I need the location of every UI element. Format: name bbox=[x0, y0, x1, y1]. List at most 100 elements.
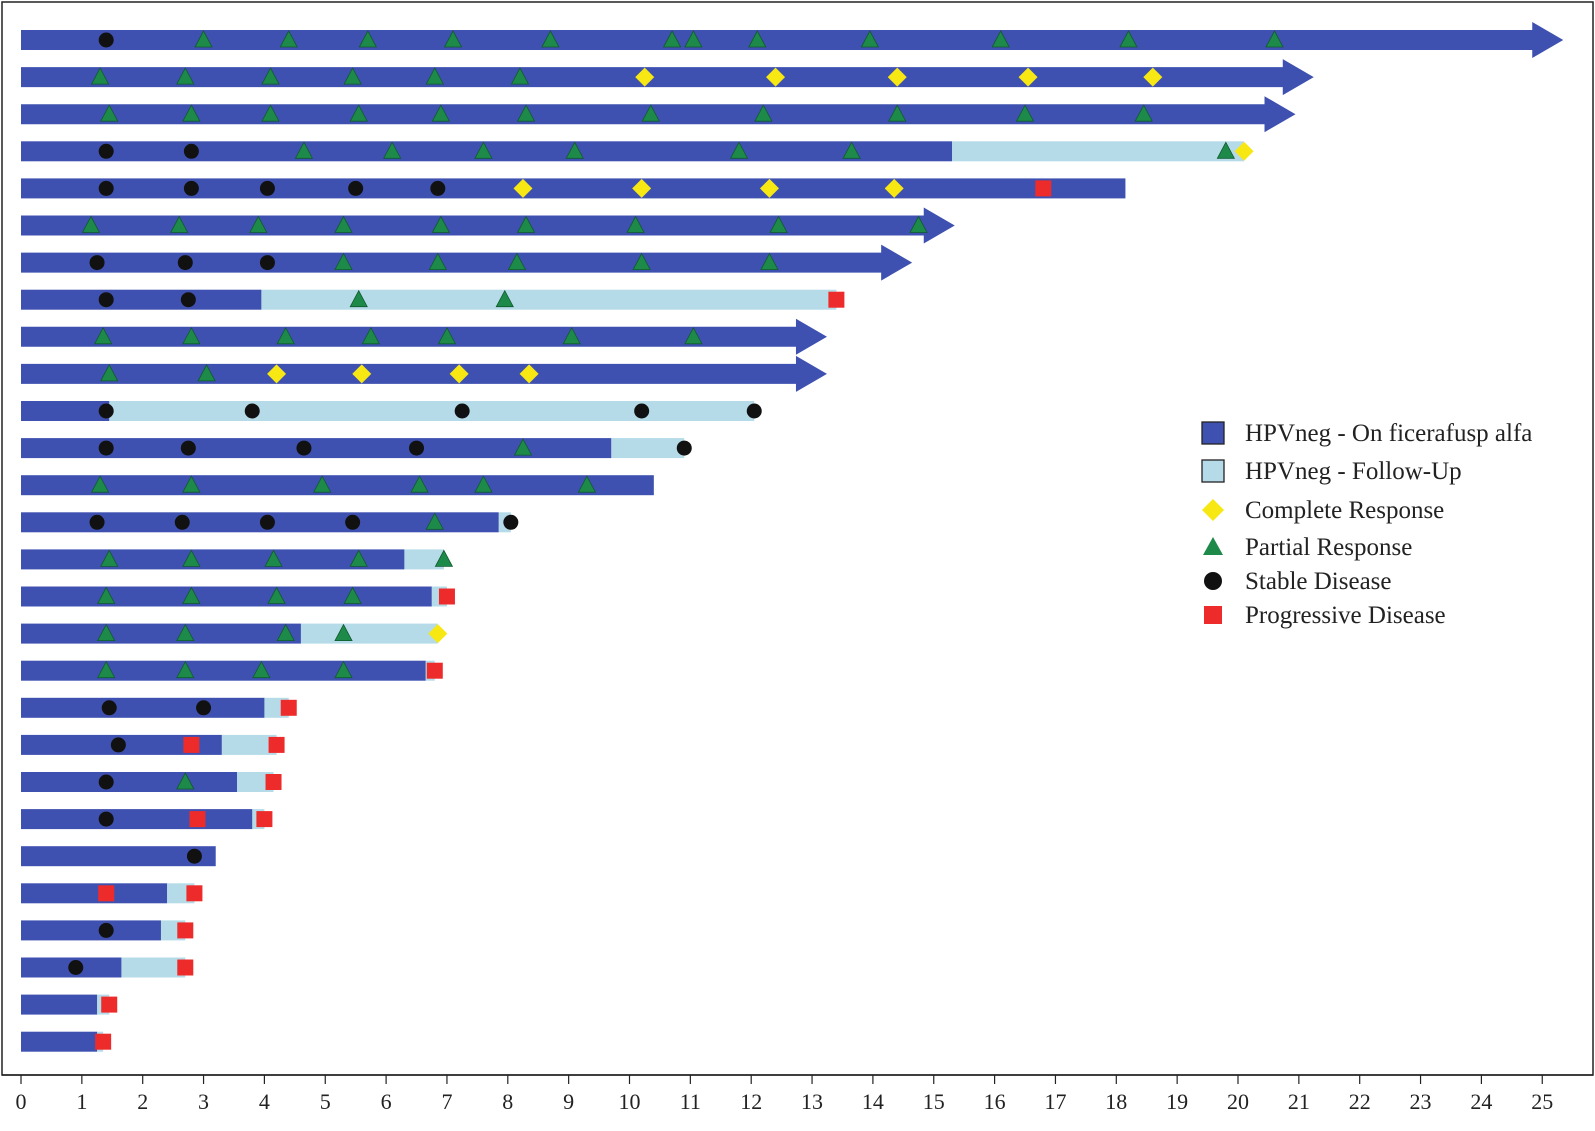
partial-response-marker bbox=[632, 252, 651, 271]
partial-response-marker bbox=[443, 30, 463, 48]
stable-disease-marker bbox=[259, 514, 275, 530]
partial-response-marker bbox=[1119, 30, 1138, 48]
on-treatment-bar bbox=[21, 549, 405, 570]
stable-disease-marker bbox=[183, 180, 199, 196]
on-treatment-bar bbox=[21, 846, 216, 867]
x-tick-label: 12 bbox=[740, 1089, 762, 1114]
patient-lane bbox=[21, 809, 265, 830]
stable-disease-marker bbox=[98, 32, 114, 48]
partial-response-marker bbox=[513, 438, 533, 456]
partial-response-marker bbox=[431, 104, 451, 122]
partial-response-marker bbox=[349, 549, 368, 567]
partial-response-marker bbox=[431, 215, 451, 233]
on-treatment-bar bbox=[21, 994, 98, 1015]
patient-lane bbox=[21, 141, 1245, 162]
partial-response-marker bbox=[97, 586, 116, 604]
partial-response-marker bbox=[1015, 104, 1035, 122]
partial-response-marker bbox=[97, 623, 116, 641]
stable-disease-marker bbox=[409, 440, 425, 456]
partial-response-marker bbox=[264, 549, 283, 567]
partial-response-marker bbox=[562, 326, 581, 345]
x-tick-label: 22 bbox=[1349, 1089, 1371, 1114]
on-treatment-bar bbox=[21, 475, 654, 496]
partial-response-marker bbox=[81, 215, 101, 233]
on-treatment-bar bbox=[21, 920, 161, 941]
legend-item-complete-response: Complete Response bbox=[1202, 497, 1444, 524]
on-treatment-bar bbox=[21, 809, 253, 830]
partial-response-marker bbox=[176, 772, 195, 790]
partial-response-marker bbox=[991, 30, 1010, 48]
partial-response-marker bbox=[729, 141, 749, 159]
progressive-disease-marker bbox=[256, 811, 273, 828]
partial-response-marker bbox=[334, 660, 353, 679]
complete-response-marker bbox=[428, 624, 448, 644]
partial-response-marker bbox=[361, 326, 381, 345]
progressive-disease-marker bbox=[438, 588, 455, 605]
complete-response-marker bbox=[513, 178, 533, 198]
partial-response-marker bbox=[93, 326, 113, 345]
patient-lane bbox=[21, 22, 1564, 58]
on-treatment-bar-ongoing bbox=[21, 244, 913, 281]
complete-response-marker bbox=[1143, 67, 1163, 87]
partial-response-marker bbox=[170, 215, 189, 233]
partial-response-marker bbox=[182, 549, 201, 567]
partial-response-marker bbox=[343, 586, 362, 604]
stable-disease-marker bbox=[348, 180, 364, 196]
patient-lane bbox=[21, 59, 1314, 96]
stable-disease-marker bbox=[259, 255, 275, 271]
partial-response-marker bbox=[507, 252, 527, 271]
x-tick-label: 4 bbox=[259, 1089, 270, 1114]
patient-lane bbox=[21, 697, 289, 718]
partial-response-marker bbox=[261, 67, 280, 85]
stable-disease-marker bbox=[244, 403, 260, 419]
complete-response-marker bbox=[759, 178, 779, 198]
x-tick-label: 10 bbox=[619, 1089, 641, 1114]
patient-lane bbox=[21, 957, 186, 978]
partial-response-marker bbox=[516, 215, 536, 233]
on-treatment-bar bbox=[21, 660, 426, 681]
partial-response-marker bbox=[410, 475, 429, 493]
x-tick-label: 9 bbox=[563, 1089, 574, 1114]
response-markers bbox=[68, 30, 1284, 1050]
patient-lane bbox=[21, 289, 837, 310]
stable-disease-marker bbox=[101, 700, 117, 716]
partial-response-marker bbox=[760, 252, 779, 271]
partial-response-marker bbox=[267, 586, 286, 604]
stable-disease-marker bbox=[186, 848, 202, 864]
x-tick-label: 6 bbox=[381, 1089, 392, 1114]
on-treatment-bar bbox=[21, 697, 265, 718]
follow-up-bar bbox=[300, 623, 438, 644]
x-tick-label: 8 bbox=[502, 1089, 513, 1114]
on-treatment-bar-ongoing bbox=[21, 22, 1564, 58]
partial-response-marker bbox=[261, 104, 280, 122]
partial-response-marker bbox=[641, 104, 660, 122]
legend-item-on-treatment: HPVneg - On ficerafusp alfa bbox=[1201, 420, 1532, 447]
stable-disease-marker bbox=[98, 143, 114, 159]
legend-label: Progressive Disease bbox=[1245, 602, 1446, 629]
x-tick-label: 18 bbox=[1105, 1089, 1127, 1114]
patient-lane bbox=[21, 846, 216, 867]
patient-lane bbox=[21, 549, 444, 570]
partial-response-marker bbox=[842, 141, 861, 159]
patient-lane bbox=[21, 96, 1296, 133]
partial-response-marker bbox=[197, 364, 216, 382]
partial-response-marker bbox=[516, 104, 536, 122]
progressive-disease-marker bbox=[828, 291, 845, 308]
partial-response-marker bbox=[334, 215, 353, 233]
x-tick-label: 25 bbox=[1531, 1089, 1553, 1114]
partial-response-marker bbox=[176, 623, 195, 641]
legend-label: Complete Response bbox=[1245, 497, 1444, 524]
follow-up-bar bbox=[221, 734, 277, 755]
follow-up-bar bbox=[404, 549, 444, 570]
on-treatment-bar-ongoing bbox=[21, 355, 827, 392]
partial-response-marker bbox=[474, 475, 493, 493]
partial-response-marker bbox=[182, 104, 201, 122]
patient-lane bbox=[21, 207, 955, 244]
partial-response-marker bbox=[769, 215, 788, 233]
on-treatment-bar bbox=[21, 289, 262, 310]
complete-response-marker bbox=[766, 67, 786, 87]
partial-response-marker bbox=[334, 623, 353, 641]
progressive-disease-marker bbox=[98, 885, 115, 902]
legend-label: Partial Response bbox=[1245, 534, 1412, 561]
